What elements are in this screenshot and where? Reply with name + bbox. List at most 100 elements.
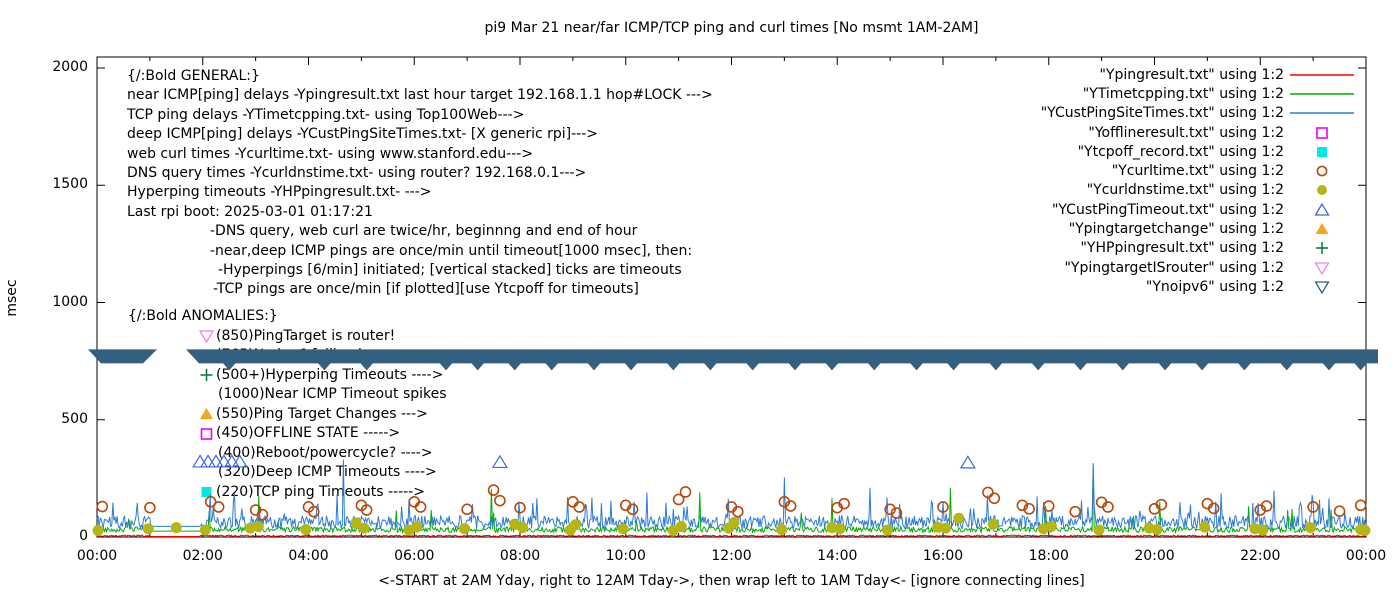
- legend-label: "Ypingresult.txt" using 1:2: [1099, 66, 1284, 83]
- legend-marker: [1284, 260, 1360, 276]
- dns-time-dot: [350, 517, 362, 529]
- curl-time-circle: [307, 505, 320, 518]
- curl-time-circle: [1102, 501, 1114, 513]
- curl-time-circle: [414, 501, 427, 513]
- tri-down-open-icon: [1314, 281, 1330, 295]
- curl-time-circle: [778, 496, 791, 508]
- noipv6-band-tip: [1279, 362, 1294, 371]
- legend-row: "Ycurltime.txt" using 1:2: [1034, 161, 1360, 180]
- dns-time-dot: [403, 524, 415, 536]
- square-open-icon: [198, 426, 215, 442]
- x-tick-label: 00:00: [76, 548, 118, 564]
- note-line: (850)PingTarget is router!: [198, 327, 447, 347]
- noipv6-band-tip: [507, 362, 522, 371]
- noipv6-band-tip: [787, 362, 802, 371]
- curl-time-circle: [672, 493, 685, 506]
- legend-row: "Ycurldnstime.txt" using 1:2: [1034, 181, 1360, 200]
- noipv6-band-tip: [745, 362, 760, 371]
- note-line: near ICMP[ping] delays -Ypingresult.txt …: [127, 86, 713, 105]
- dns-time-dot: [617, 523, 629, 535]
- curl-time-circle: [1333, 505, 1346, 518]
- note-text: DNS query times -Ycurldnstime.txt- using…: [127, 164, 587, 181]
- note-line: Hyperping timeouts -YHPpingresult.txt- -…: [127, 183, 713, 202]
- tri-up-open-icon: [1314, 202, 1330, 216]
- legend-label: "Ytcpoff_record.txt" using 1:2: [1077, 143, 1284, 160]
- line-icon: [1290, 93, 1354, 95]
- note-text: {/:Bold GENERAL:}: [127, 68, 260, 84]
- noipv6-band-tip: [1237, 362, 1252, 371]
- note-line: -Hyperpings [6/min] initiated; [vertical…: [218, 261, 713, 280]
- y-axis-label: msec: [4, 279, 20, 317]
- note-text: (765)No ipv6 fallback ---->: [216, 347, 403, 363]
- noipv6-band-tip: [946, 362, 961, 371]
- deep-icmp-timeout-triangle: [491, 454, 508, 469]
- legend-row: "YTimetcpping.txt" using 1:2: [1034, 84, 1360, 103]
- deep-icmp-timeout-triangle: [959, 455, 976, 469]
- curl-time-circle: [725, 501, 738, 513]
- noipv6-band-tip: [1115, 362, 1130, 371]
- curl-time-circle: [144, 501, 156, 514]
- x-tick-label: 08:00: [499, 548, 541, 564]
- plus-icon: [200, 369, 213, 382]
- note-line: DNS query times -Ycurldnstime.txt- using…: [127, 164, 713, 183]
- curl-time-circle: [360, 504, 373, 516]
- curl-time-circle: [831, 501, 844, 514]
- curl-time-circle: [302, 501, 315, 513]
- legend-label: "YpingtargetISrouter" using 1:2: [1064, 259, 1284, 276]
- series-Ypingresult.txt: [96, 534, 1367, 538]
- dns-time-dot: [1143, 522, 1155, 534]
- curl-time-circle: [626, 503, 639, 516]
- tri-down-open-icon: [198, 350, 215, 364]
- noipv6-band-tip: [587, 362, 602, 371]
- legend-row: "Ynoipv6" using 1:2: [1034, 277, 1360, 296]
- curl-time-circle: [461, 503, 473, 516]
- legend-label: "Yofflineresult.txt" using 1:2: [1088, 124, 1284, 141]
- tri-up-filled-icon: [1315, 223, 1329, 235]
- note-line: -near,deep ICMP pings are once/min until…: [210, 242, 713, 261]
- legend-marker: [1284, 125, 1360, 141]
- note-line: (220)TCP ping Timeouts ----->: [198, 483, 447, 503]
- dns-time-dot: [834, 523, 846, 535]
- curl-time-circle: [514, 501, 526, 514]
- dns-time-dot: [411, 521, 423, 533]
- dns-time-dot: [300, 523, 312, 535]
- dns-time-dot: [564, 524, 576, 536]
- note-line: web curl times -Ycurltime.txt- using www…: [127, 145, 713, 164]
- curl-time-circle: [1148, 503, 1161, 515]
- note-text: TCP ping delays -YTimetcpping.txt- using…: [127, 106, 525, 123]
- legend: "Ypingresult.txt" using 1:2 "YTimetcpping…: [1034, 65, 1360, 297]
- curl-time-circle: [1260, 500, 1273, 512]
- noipv6-band-tip: [666, 362, 681, 371]
- legend-marker: [1284, 240, 1360, 256]
- y-tick-label: 2000: [52, 59, 88, 75]
- curl-time-circle: [1095, 496, 1108, 509]
- legend-row: "Ypingtargetchange" using 1:2: [1034, 219, 1360, 238]
- noipv6-band-tip: [1195, 362, 1210, 371]
- note-line: (550)Ping Target Changes --->: [198, 405, 447, 425]
- circle-filled-icon: [1317, 185, 1327, 196]
- tri-up-filled-icon: [200, 408, 213, 420]
- note-text: {/:Bold ANOMALIES:}: [128, 308, 278, 324]
- curl-time-circle: [1201, 497, 1214, 510]
- note-line: {/:Bold ANOMALIES:}: [127, 307, 447, 327]
- tri-down-open-icon: [198, 328, 215, 344]
- curl-time-circle: [679, 486, 692, 498]
- circle-open-icon: [1316, 165, 1328, 177]
- dns-time-dot: [953, 512, 965, 524]
- noipv6-band-tip: [470, 362, 485, 371]
- note-text: -Hyperpings [6/min] initiated; [vertical…: [218, 261, 682, 278]
- dns-time-dot: [932, 521, 944, 533]
- note-text: (320)Deep ICMP Timeouts ---->: [218, 464, 437, 480]
- x-tick-label: 18:00: [1028, 548, 1069, 564]
- note-line: -DNS query, web curl are twice/hr, begin…: [210, 222, 713, 241]
- curl-time-circle: [1042, 500, 1055, 512]
- legend-row: "YpingtargetISrouter" using 1:2: [1034, 258, 1360, 277]
- dns-time-dot: [940, 522, 952, 534]
- legend-label: "YCustPingSiteTimes.txt" using 1:2: [1040, 105, 1284, 122]
- note-line: deep ICMP[ping] delays -YCustPingSiteTim…: [127, 125, 713, 144]
- legend-label: "Ycurltime.txt" using 1:2: [1111, 163, 1284, 180]
- noipv6-band-tip: [824, 362, 839, 371]
- note-text: (500+)Hyperping Timeouts ---->: [216, 366, 444, 383]
- noipv6-band-tip: [867, 362, 882, 371]
- dns-time-dot: [199, 524, 211, 536]
